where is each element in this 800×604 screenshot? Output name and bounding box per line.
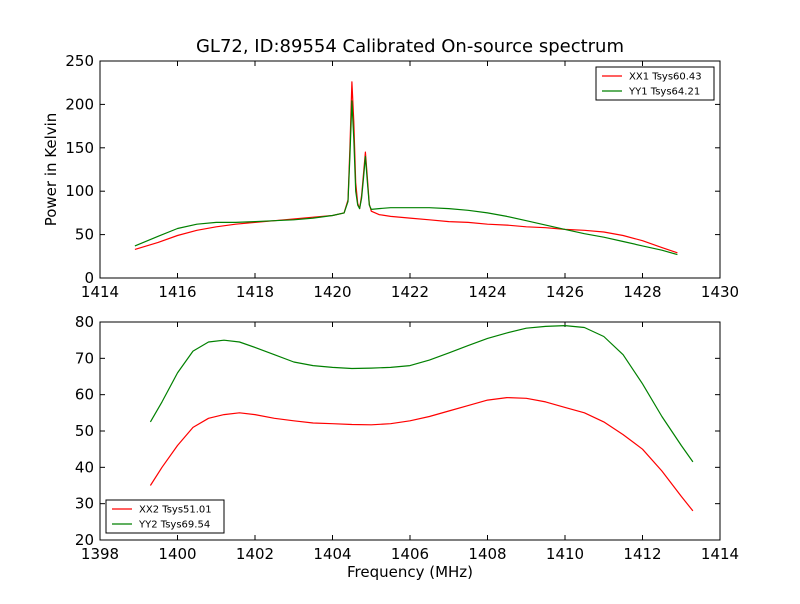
plots: 1414 1416 1418 1420 1422 1424 1426 1428 14300501… [42, 52, 739, 563]
x-tick-label: 1408 [468, 545, 506, 563]
x-tick-label: 1424 [468, 283, 506, 301]
x-tick-label: 1428 [623, 283, 661, 301]
x-tick-label: 1400 [158, 545, 196, 563]
x-tick-label: 1420 [313, 283, 351, 301]
y-tick-label: 150 [65, 139, 94, 157]
y-tick-label: 250 [65, 52, 94, 70]
x-tick-label: 1430 [701, 283, 739, 301]
x-tick-label: 1418 [236, 283, 274, 301]
legend-entry: XX2 Tsys51.01 [139, 505, 212, 516]
legend-box [105, 499, 225, 534]
x-tick-label: 1412 [623, 545, 661, 563]
y-tick-label: 20 [75, 531, 94, 549]
series-line-2 [134, 100, 678, 256]
x-tick-label: 1426 [546, 283, 584, 301]
y-tick-label: 40 [75, 458, 94, 476]
x-tick-label: 1414 [81, 283, 119, 301]
y-tick-label: 70 [75, 349, 94, 367]
y-tick-label: 100 [65, 182, 94, 200]
x-tick-label: 1406 [391, 545, 429, 563]
x-tick-label: 1410 [546, 545, 584, 563]
legend-entry: YY1 Tsys64.21 [628, 87, 700, 98]
y-tick-label: 60 [75, 386, 94, 404]
x-tick-label: 1414 [701, 545, 739, 563]
series-line-2 [149, 325, 694, 463]
x-tick-label: 1422 [391, 283, 429, 301]
legend-entry: YY2 Tsys69.54 [138, 520, 210, 531]
y-tick-label: 30 [75, 495, 94, 513]
chart-2: 1398 1400 1402 1404 1406 1408 1410 1412 1414 20 30… [75, 313, 739, 563]
figure-title: GL72, ID:89554 Calibrated On-source spec… [196, 36, 624, 57]
series-line-1 [149, 397, 694, 512]
y-tick-label: 80 [75, 313, 94, 331]
x-tick-label: 1402 [236, 545, 274, 563]
y-tick-label: 50 [75, 422, 94, 440]
legend: XX1 Tsys60.43 YY1 Tsys64.21 [595, 66, 715, 101]
y-tick-label: 50 [75, 226, 94, 244]
y-axis-label: Power in Kelvin [42, 113, 60, 227]
x-tick-label: 1398 [81, 545, 119, 563]
x-tick-label: 1404 [313, 545, 351, 563]
legend: XX2 Tsys51.01 YY2 Tsys69.54 [105, 499, 225, 534]
x-axis-label: Frequency (MHz) [347, 563, 473, 581]
legend-box [595, 66, 715, 101]
chart-1: 1414 1416 1418 1420 1422 1424 1426 1428 1430 0 50 1… [42, 52, 739, 301]
legend-entry: XX1 Tsys60.43 [629, 72, 702, 83]
y-tick-label: 0 [84, 269, 94, 287]
y-tick-label: 200 [65, 95, 94, 113]
x-tick-label: 1416 [158, 283, 196, 301]
